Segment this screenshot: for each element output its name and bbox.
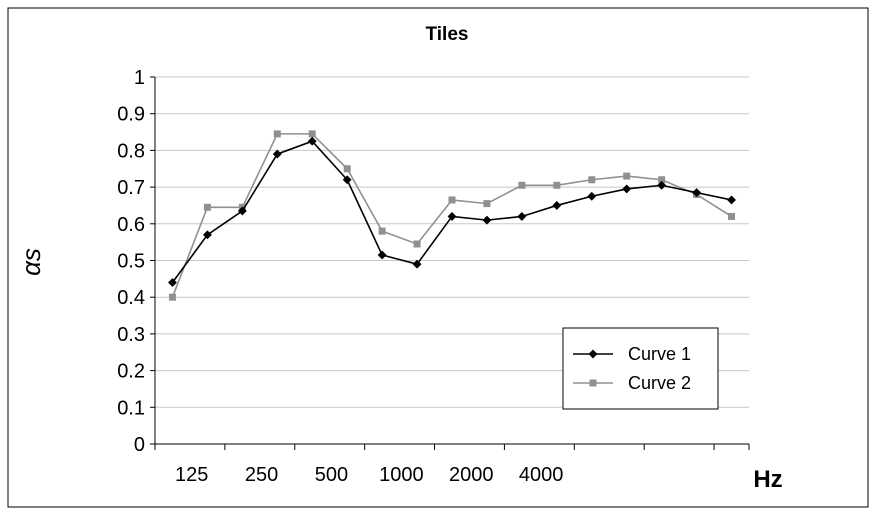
data-point [237,206,247,216]
data-point [378,227,386,235]
data-point [203,203,211,211]
data-point [622,184,632,194]
x-tick-label: 1000 [379,464,424,486]
data-point [448,196,456,204]
data-point [307,136,317,146]
y-tick-label: 0.3 [117,324,145,346]
x-axis-label: Hz [753,466,782,493]
y-tick-label: 0.1 [117,397,145,419]
data-point [552,200,562,211]
x-tick-label: 2000 [449,464,494,486]
y-tick-label: 0.7 [117,177,145,199]
data-series [167,130,737,301]
data-point [518,181,526,189]
data-point [728,212,736,220]
legend-marker [588,349,598,359]
data-point [517,211,527,222]
y-tick-labels: 0 0.1 0.2 0.3 0.4 0.5 0.6 0.7 0.8 0.9 1 [117,67,145,456]
data-point [167,277,178,288]
x-tick-label: 125 [175,464,208,486]
legend: Curve 1 Curve 2 [562,327,719,410]
x-tick-label: 500 [315,464,348,486]
data-point [692,188,702,198]
data-point [726,195,737,205]
data-point [657,180,667,190]
series-curve-1 [167,136,737,288]
data-point [482,215,492,225]
y-tick-label: 0.5 [117,251,145,273]
x-tick-labels: 125 250 500 1000 2000 4000 [175,464,563,486]
data-point [377,250,387,260]
y-tick-label: 0.4 [117,287,145,309]
data-point [623,172,631,180]
data-point [447,211,457,222]
axes [150,76,750,450]
data-point [342,175,352,185]
chart-title: Tiles [426,24,469,45]
data-point [168,293,176,301]
data-point [553,181,561,189]
chart-border [7,7,869,508]
legend-label: Curve 1 [628,344,691,364]
data-point [202,230,212,240]
x-tick-label: 250 [245,464,278,486]
data-point [308,130,316,138]
y-tick-label: 0.8 [117,140,145,162]
data-point [483,200,491,208]
y-tick-label: 0 [134,434,145,456]
legend-label: Curve 2 [628,373,691,393]
y-tick-label: 0.2 [117,361,145,383]
x-tick-label: 4000 [519,464,564,486]
legend-box [562,327,719,410]
data-point [272,149,282,159]
data-point [273,130,281,138]
data-point [658,176,666,184]
y-tick-label: 0.9 [117,104,145,126]
y-axis-label: αs [16,248,46,276]
data-point [588,176,596,184]
legend-marker [589,379,597,387]
data-point [413,240,421,248]
data-point [587,191,597,201]
y-tick-label: 0.6 [117,214,145,236]
data-point [412,259,422,269]
y-tick-label: 1 [134,67,145,89]
data-point [343,165,351,173]
